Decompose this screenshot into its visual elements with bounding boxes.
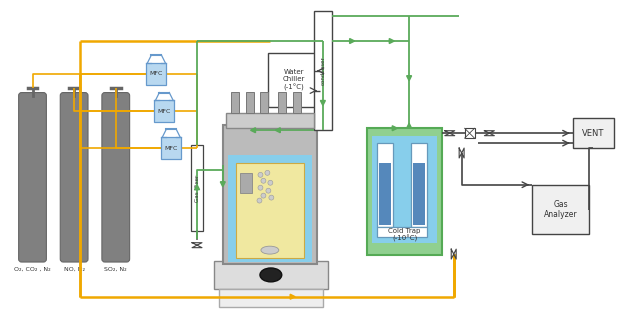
FancyBboxPatch shape [60,93,88,262]
Text: Water
Chiller
(-1°C): Water Chiller (-1°C) [283,69,306,91]
Polygon shape [275,128,280,133]
Bar [293,91,301,113]
Bar [465,128,474,138]
Bar [236,163,304,258]
Bar [314,11,332,130]
Circle shape [268,180,273,185]
Circle shape [266,188,271,193]
Bar [228,155,312,262]
Bar [226,113,314,128]
Text: Cold Trap
(-10°C): Cold Trap (-10°C) [389,228,421,242]
FancyBboxPatch shape [19,93,47,262]
Text: NO, N₂: NO, N₂ [63,267,84,272]
Polygon shape [290,294,295,299]
Bar [260,91,268,113]
Bar [240,173,252,193]
FancyBboxPatch shape [155,100,175,122]
Bar [219,289,323,307]
FancyBboxPatch shape [161,137,181,159]
Polygon shape [220,182,225,187]
Circle shape [261,178,266,183]
Text: Gas Mixer: Gas Mixer [194,175,199,202]
Bar [368,128,442,255]
Bar [413,163,425,225]
Text: Gas
Analyzer: Gas Analyzer [544,200,578,219]
Bar [214,261,328,289]
Bar [231,91,238,113]
Circle shape [258,172,263,177]
Text: condenser: condenser [320,56,325,85]
Polygon shape [407,76,412,81]
Ellipse shape [261,246,279,254]
Bar [223,125,317,264]
Text: MFC: MFC [158,109,171,114]
Bar [532,185,589,234]
Bar [245,91,253,113]
Circle shape [261,193,266,198]
Bar [378,143,393,227]
Polygon shape [320,100,325,105]
Bar [573,118,614,148]
Circle shape [265,170,270,175]
FancyBboxPatch shape [147,63,166,85]
Bar [278,91,286,113]
Bar [373,136,437,243]
Circle shape [269,195,274,200]
FancyBboxPatch shape [102,93,130,262]
Text: MFC: MFC [165,146,178,151]
Bar [191,145,204,231]
Bar [411,143,427,227]
Polygon shape [392,126,397,131]
Polygon shape [250,128,255,133]
Bar [378,227,427,237]
Polygon shape [389,38,394,43]
Circle shape [257,198,262,203]
Polygon shape [350,38,355,43]
Ellipse shape [260,268,282,282]
Polygon shape [407,123,412,128]
Bar [379,163,391,225]
Bar [268,53,320,108]
Polygon shape [194,185,199,190]
Circle shape [258,185,263,190]
Text: VENT: VENT [582,129,605,138]
Text: SO₂, N₂: SO₂, N₂ [104,267,127,272]
Text: MFC: MFC [150,71,163,76]
Text: O₂, CO₂ , N₂: O₂, CO₂ , N₂ [14,267,51,272]
